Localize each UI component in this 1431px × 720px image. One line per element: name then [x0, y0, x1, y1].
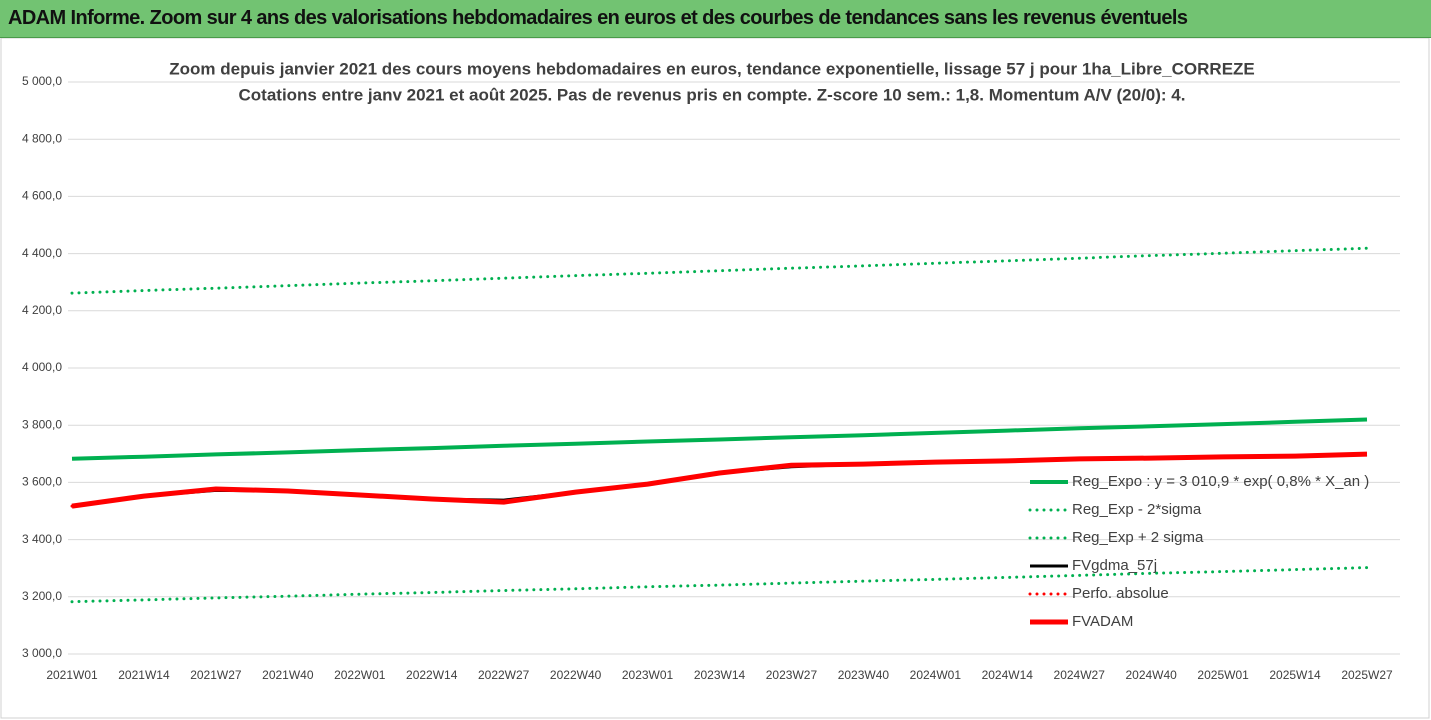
- x-tick-label: 2023W01: [622, 668, 674, 682]
- x-tick-label: 2023W40: [838, 668, 890, 682]
- y-tick-label: 4 600,0: [22, 189, 62, 203]
- y-tick-label: 4 800,0: [22, 131, 62, 145]
- legend-label: Reg_Expo : y = 3 010,9 * exp( 0,8% * X_a…: [1072, 473, 1369, 490]
- legend-label: FVgdma_57j: [1072, 557, 1157, 574]
- x-tick-label: 2021W14: [118, 668, 170, 682]
- series-line: [70, 452, 1369, 508]
- x-tick-label: 2021W01: [46, 668, 98, 682]
- x-tick-label: 2022W01: [334, 668, 386, 682]
- legend-label: Reg_Exp - 2*sigma: [1072, 501, 1202, 518]
- x-tick-label: 2025W01: [1197, 668, 1249, 682]
- legend-label: Reg_Exp + 2 sigma: [1072, 529, 1204, 546]
- y-tick-label: 5 000,0: [22, 74, 62, 88]
- series-line: [70, 246, 1369, 295]
- legend-label: FVADAM: [1072, 613, 1133, 630]
- chart: Zoom depuis janvier 2021 des cours moyen…: [0, 38, 1430, 719]
- x-tick-label: 2024W40: [1125, 668, 1177, 682]
- y-tick-label: 3 800,0: [22, 417, 62, 431]
- x-tick-label: 2024W27: [1054, 668, 1106, 682]
- x-tick-label: 2021W40: [262, 668, 314, 682]
- y-tick-label: 4 000,0: [22, 360, 62, 374]
- x-tick-label: 2022W14: [406, 668, 458, 682]
- x-tick-label: 2024W01: [910, 668, 962, 682]
- x-tick-label: 2022W40: [550, 668, 602, 682]
- chart-border: [0, 38, 1430, 719]
- x-tick-label: 2025W27: [1341, 668, 1393, 682]
- x-tick-label: 2022W27: [478, 668, 530, 682]
- y-tick-label: 4 200,0: [22, 303, 62, 317]
- legend-label: Perfo. absolue: [1072, 585, 1169, 602]
- y-tick-label: 4 400,0: [22, 246, 62, 260]
- x-tick-label: 2023W14: [694, 668, 746, 682]
- chart-subtitle: Cotations entre janv 2021 et août 2025. …: [239, 85, 1186, 104]
- banner-title: ADAM Informe. Zoom sur 4 ans des valoris…: [8, 7, 1188, 29]
- x-tick-label: 2025W14: [1269, 668, 1321, 682]
- series-line: [71, 417, 1368, 461]
- y-tick-label: 3 000,0: [22, 646, 62, 660]
- x-tick-label: 2021W27: [190, 668, 242, 682]
- y-tick-label: 3 600,0: [22, 475, 62, 489]
- series-line: [70, 566, 1369, 604]
- y-tick-label: 3 400,0: [22, 532, 62, 546]
- chart-title: Zoom depuis janvier 2021 des cours moyen…: [169, 59, 1255, 78]
- y-tick-label: 3 200,0: [22, 589, 62, 603]
- x-tick-label: 2023W27: [766, 668, 818, 682]
- x-tick-label: 2024W14: [982, 668, 1034, 682]
- banner: ADAM Informe. Zoom sur 4 ans des valoris…: [0, 0, 1431, 38]
